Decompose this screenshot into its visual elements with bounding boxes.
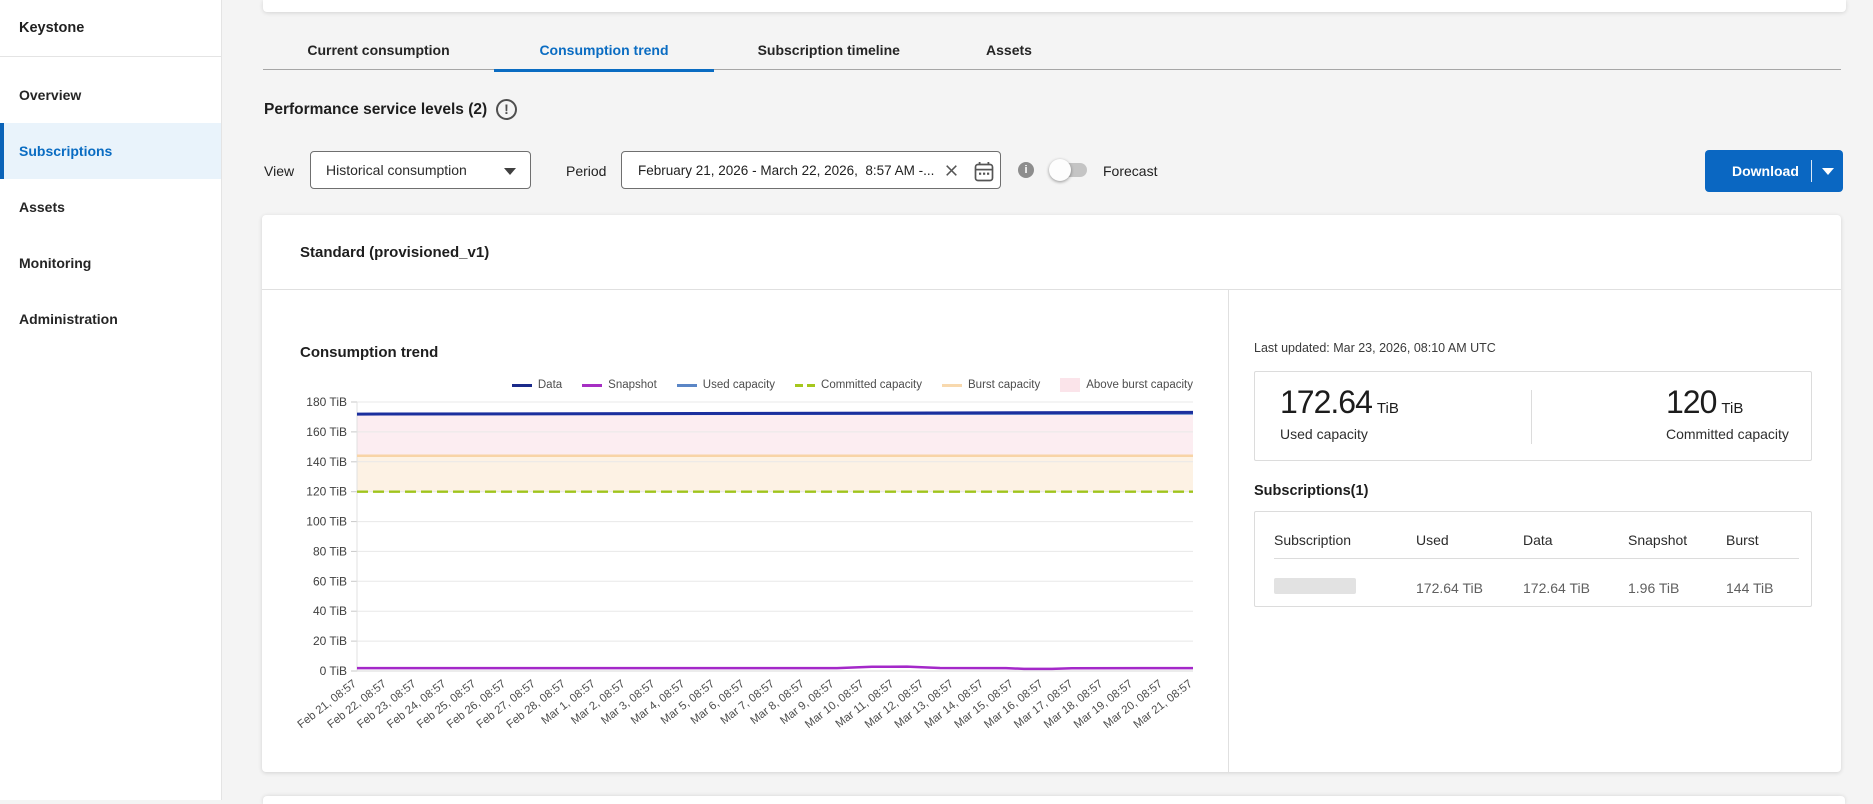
svg-text:160 TiB: 160 TiB [306,425,347,439]
svg-text:140 TiB: 140 TiB [306,455,347,469]
svg-text:40 TiB: 40 TiB [313,604,347,618]
svg-text:20 TiB: 20 TiB [313,634,347,648]
svg-text:120 TiB: 120 TiB [306,485,347,499]
svg-text:0 TiB: 0 TiB [320,664,347,678]
svg-text:100 TiB: 100 TiB [306,515,347,529]
svg-text:80 TiB: 80 TiB [313,544,347,558]
svg-text:60 TiB: 60 TiB [313,574,347,588]
svg-text:180 TiB: 180 TiB [306,395,347,409]
